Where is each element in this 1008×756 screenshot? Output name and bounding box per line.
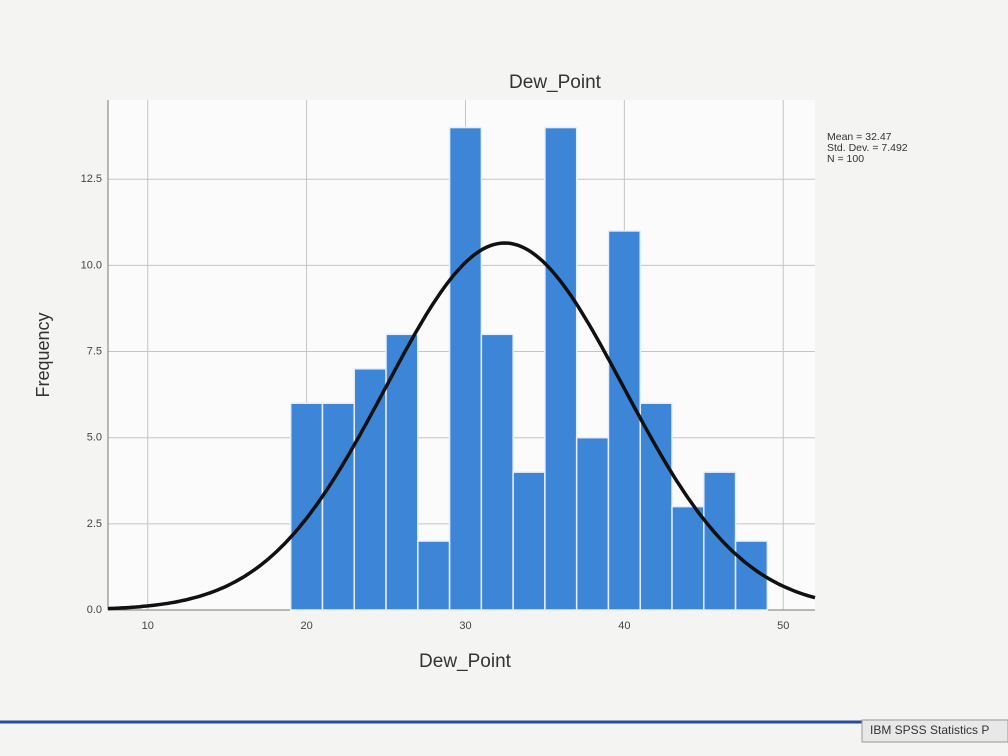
bar xyxy=(417,540,451,611)
stats-label: N = 100 xyxy=(827,153,864,165)
x-tick-label: 10 xyxy=(142,620,154,632)
normal-curve xyxy=(107,241,816,611)
x-tick-label: 20 xyxy=(300,620,312,632)
bar xyxy=(289,402,324,611)
bar xyxy=(448,126,483,611)
status-bar xyxy=(861,719,1008,743)
x-tick-label: 50 xyxy=(777,620,789,632)
stats-label: Mean = 32.47 xyxy=(827,131,892,143)
bar xyxy=(480,333,514,611)
y-tick-label: 0.0 xyxy=(87,604,102,616)
bar xyxy=(321,402,356,611)
y-tick-label: 2.5 xyxy=(87,518,102,530)
y-tick-label: 7.5 xyxy=(87,345,102,357)
bar xyxy=(353,368,387,611)
chart-title: Dew_Point xyxy=(509,72,602,93)
y-tick-label: 12.5 xyxy=(81,173,102,185)
bar xyxy=(639,402,673,611)
status-text: IBM SPSS Statistics P xyxy=(870,723,989,737)
y-axis-label: Frequency xyxy=(33,312,53,397)
x-axis-label: Dew_Point xyxy=(419,651,512,672)
bar xyxy=(671,505,705,611)
bar xyxy=(544,126,578,611)
stats-label: Std. Dev. = 7.492 xyxy=(827,142,908,154)
y-tick-label: 5.0 xyxy=(87,432,102,444)
bar xyxy=(607,230,641,611)
bar xyxy=(575,436,610,611)
bar xyxy=(703,471,737,611)
bar xyxy=(512,471,546,611)
plot-layer: 0.0 2.5 5.0 7.5 10.0 12.5 10 20 30 40 50 Mean = 32.… xyxy=(81,100,908,632)
y-tick-label: 10.0 xyxy=(81,259,102,271)
x-tick-label: 40 xyxy=(618,620,630,632)
x-tick-label: 30 xyxy=(459,620,471,632)
